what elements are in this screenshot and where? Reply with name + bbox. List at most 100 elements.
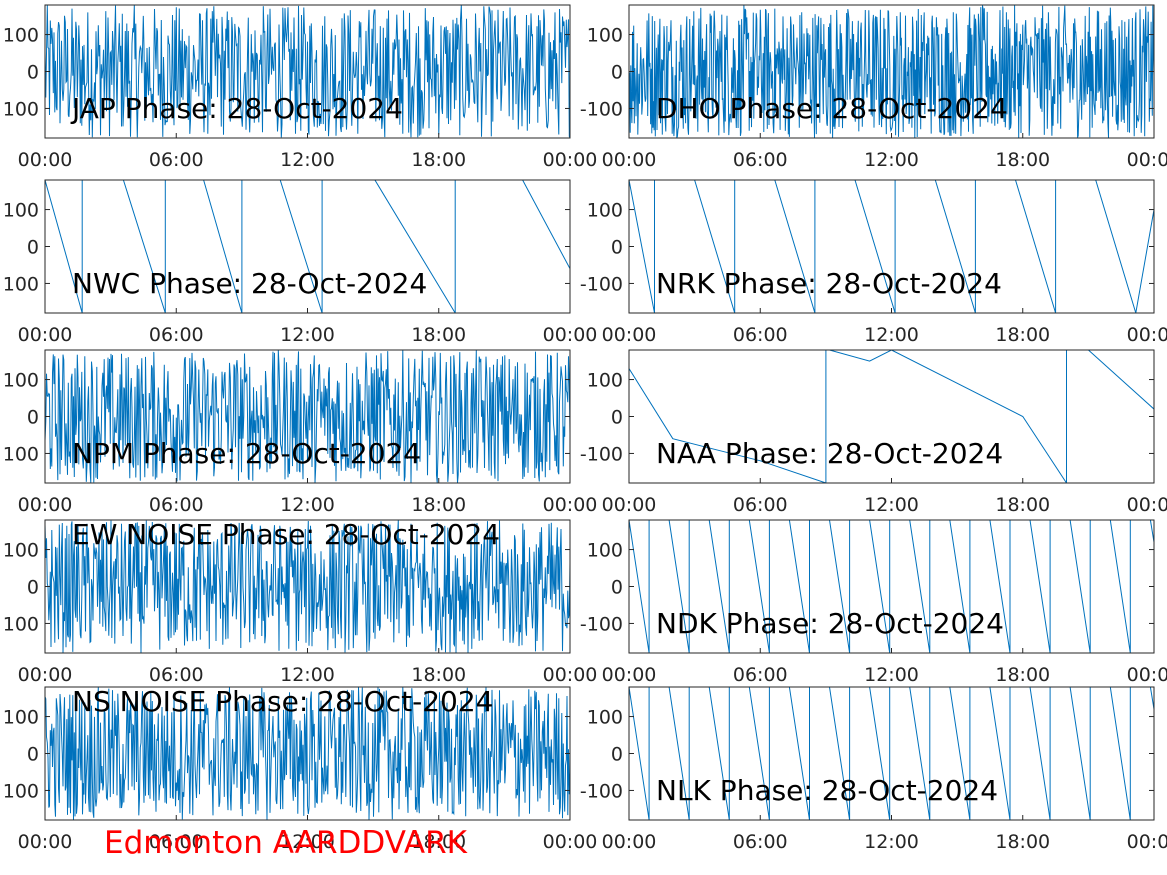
subplot-7: 100 0 100 00:00 06:00 12:00 18:00 00:00 EW NOISE… <box>3 518 598 686</box>
y-tick-label: 0 <box>27 237 39 259</box>
y-tick-label: 100 <box>3 540 39 562</box>
x-tick-label: 00:00 <box>18 324 73 346</box>
x-tick-label: 00:00 <box>543 149 598 171</box>
y-tick-label: 100 <box>3 200 39 222</box>
x-tick-label: 06:00 <box>149 494 204 516</box>
x-tick-label: 00:00 <box>602 324 657 346</box>
x-tick-label: 18:00 <box>411 831 466 853</box>
y-tick-label: 100 <box>3 273 39 295</box>
subplot-title: EW NOISE Phase: 28-Oct-2024 <box>72 518 500 551</box>
y-tick-label: 100 <box>587 540 623 562</box>
series-path <box>629 5 1154 138</box>
series-path <box>45 520 570 653</box>
y-tick-label: 100 <box>587 370 623 392</box>
y-tick-label: 100 <box>3 25 39 47</box>
series-path <box>629 520 1154 653</box>
subplot-5: 100 0 100 00:00 06:00 12:00 18:00 00:00 NPM Phas… <box>3 349 597 516</box>
series-path <box>45 687 570 820</box>
x-tick-label: 18:00 <box>995 831 1050 853</box>
x-tick-label: 18:00 <box>995 494 1050 516</box>
x-tick-label: 00:00 <box>18 494 73 516</box>
x-tick-label: 06:00 <box>149 324 204 346</box>
y-tick-label: 0 <box>611 577 623 599</box>
subplot-title: NWC Phase: 28-Oct-2024 <box>72 267 427 300</box>
x-tick-label: 00:00 <box>543 831 598 853</box>
series-line <box>45 5 570 138</box>
series-path <box>629 687 1154 820</box>
y-tick-label: 100 <box>587 707 623 729</box>
series-line <box>45 350 570 483</box>
x-tick-label: 18:00 <box>411 324 466 346</box>
y-tick-label: 100 <box>3 613 39 635</box>
series-path <box>629 180 1154 313</box>
x-tick-label: 00:00 <box>1127 149 1167 171</box>
x-tick-label: 12:00 <box>280 149 335 171</box>
series-path <box>629 350 1154 483</box>
x-tick-label: 12:00 <box>864 324 919 346</box>
y-tick-label: 100 <box>3 780 39 802</box>
series-line <box>629 350 1154 483</box>
x-tick-label: 00:00 <box>1127 664 1167 686</box>
x-tick-label: 06:00 <box>149 831 204 853</box>
x-tick-label: 06:00 <box>149 149 204 171</box>
x-tick-label: 00:00 <box>18 831 73 853</box>
x-tick-label: 00:00 <box>1127 324 1167 346</box>
x-tick-label: 12:00 <box>864 494 919 516</box>
y-tick-label: 0 <box>27 744 39 766</box>
y-tick-label: 100 <box>3 707 39 729</box>
series-line <box>45 180 570 313</box>
y-tick-label: 100 <box>3 443 39 465</box>
x-tick-label: 00:00 <box>602 494 657 516</box>
x-tick-label: 18:00 <box>411 494 466 516</box>
x-tick-label: 06:00 <box>149 664 204 686</box>
y-tick-label: 0 <box>611 237 623 259</box>
series-path <box>45 5 570 138</box>
series-path <box>45 350 570 483</box>
subplot-1: 100 0 100 00:00 06:00 12:00 18:00 00:00 JAP Phas… <box>3 4 598 171</box>
x-tick-label: 00:00 <box>602 831 657 853</box>
subplot-8: 100 0 -100 00:00 06:00 12:00 18:00 00:00 NDK Pha… <box>580 519 1167 686</box>
x-tick-label: 12:00 <box>280 664 335 686</box>
y-tick-label: 100 <box>3 370 39 392</box>
x-tick-label: 00:00 <box>602 149 657 171</box>
series-line <box>45 520 570 653</box>
x-tick-label: 12:00 <box>864 831 919 853</box>
y-tick-label: 0 <box>611 62 623 84</box>
y-tick-label: 0 <box>611 744 623 766</box>
subplot-4: 100 0 -100 00:00 06:00 12:00 18:00 00:00 NRK Pha… <box>580 179 1167 346</box>
series-line <box>629 520 1154 653</box>
y-tick-label: -100 <box>580 780 623 802</box>
y-tick-label: 100 <box>587 200 623 222</box>
subplot-title: NLK Phase: 28-Oct-2024 <box>656 774 998 807</box>
x-tick-label: 00:00 <box>1127 494 1167 516</box>
subplot-title: JAP Phase: 28-Oct-2024 <box>70 92 403 125</box>
subplot-title: NS NOISE Phase: 28-Oct-2024 <box>72 685 493 718</box>
x-tick-label: 18:00 <box>411 664 466 686</box>
series-line <box>629 5 1154 138</box>
subplot-title: NAA Phase: 28-Oct-2024 <box>656 437 1003 470</box>
subplot-9: 100 0 100 00:00 06:00 12:00 18:00 00:00 NS NOISE… <box>3 685 598 853</box>
y-tick-label: 0 <box>27 62 39 84</box>
x-tick-label: 00:00 <box>543 664 598 686</box>
x-tick-label: 12:00 <box>864 149 919 171</box>
y-tick-label: 100 <box>3 98 39 120</box>
x-tick-label: 06:00 <box>733 149 788 171</box>
series-line <box>45 687 570 820</box>
x-tick-label: 06:00 <box>733 664 788 686</box>
x-tick-label: 00:00 <box>18 664 73 686</box>
series-line <box>629 180 1154 313</box>
x-tick-label: 00:00 <box>1127 831 1167 853</box>
x-tick-label: 12:00 <box>864 664 919 686</box>
subplot-2: 100 0 -100 00:00 06:00 12:00 18:00 00:00 DHO Pha… <box>580 4 1167 171</box>
x-tick-label: 18:00 <box>995 324 1050 346</box>
x-tick-label: 12:00 <box>280 831 335 853</box>
subplot-6: 100 0 -100 00:00 06:00 12:00 18:00 00:00 NAA Pha… <box>580 349 1167 516</box>
x-tick-label: 06:00 <box>733 494 788 516</box>
series-line <box>629 687 1154 820</box>
x-tick-label: 06:00 <box>733 324 788 346</box>
x-tick-label: 12:00 <box>280 324 335 346</box>
subplot-title: NRK Phase: 28-Oct-2024 <box>656 267 1002 300</box>
y-tick-label: 0 <box>611 407 623 429</box>
y-tick-label: 0 <box>27 577 39 599</box>
